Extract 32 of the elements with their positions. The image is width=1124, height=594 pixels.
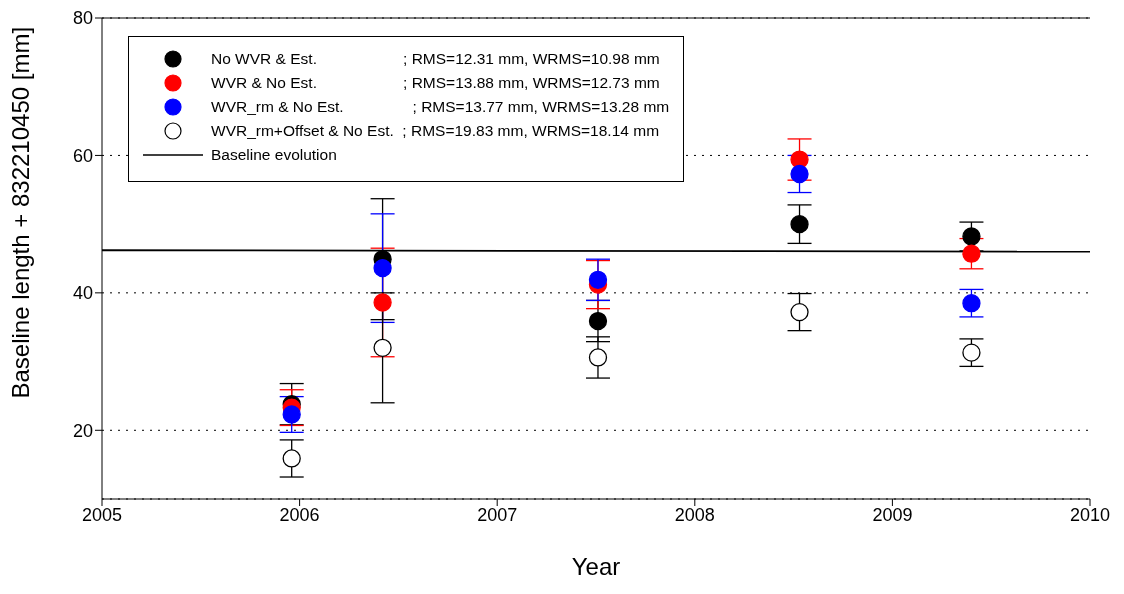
point [373, 258, 392, 278]
x-tick-label: 2009 [872, 504, 913, 525]
point [588, 270, 608, 289]
point [962, 343, 981, 362]
point [588, 348, 608, 367]
x-tick-label: 2006 [279, 504, 320, 525]
x-tick-label: 2010 [1069, 504, 1111, 525]
point [962, 227, 981, 246]
y-axis-title: Baseline length + 832210450 [mm] [6, 26, 34, 399]
point [790, 214, 809, 234]
point [373, 293, 392, 312]
legend-label: No WVR & Est. ; RMS=12.31 mm, WRMS=10.98 mm [211, 49, 660, 69]
y-tick-label: 80 [72, 8, 93, 29]
y-tick-label: 60 [72, 145, 93, 166]
point [790, 302, 809, 322]
x-tick-label: 2007 [477, 504, 518, 525]
legend-label: WVR_rm+Offset & No Est. ; RMS=19.83 mm, WRMS=18.14 mm [211, 121, 660, 141]
legend-label: Baseline evolution [211, 145, 337, 165]
point [373, 338, 392, 357]
legend-label: WVR & No Est. ; RMS=13.88 mm, WRMS=12.73 mm [211, 73, 660, 93]
point [962, 244, 981, 263]
point [962, 294, 981, 313]
point [282, 449, 301, 468]
point [282, 405, 301, 424]
legend-label: WVR_rm & No Est. ; RMS=13.77 mm, WRMS=13.28 mm [211, 97, 670, 117]
point [790, 164, 809, 184]
x-tick-label: 2005 [81, 504, 123, 525]
point [588, 311, 608, 331]
x-axis-title: Year [571, 553, 621, 580]
x-tick-label: 2008 [674, 504, 715, 525]
y-tick-label: 40 [72, 283, 93, 304]
y-tick-label: 20 [72, 420, 93, 441]
